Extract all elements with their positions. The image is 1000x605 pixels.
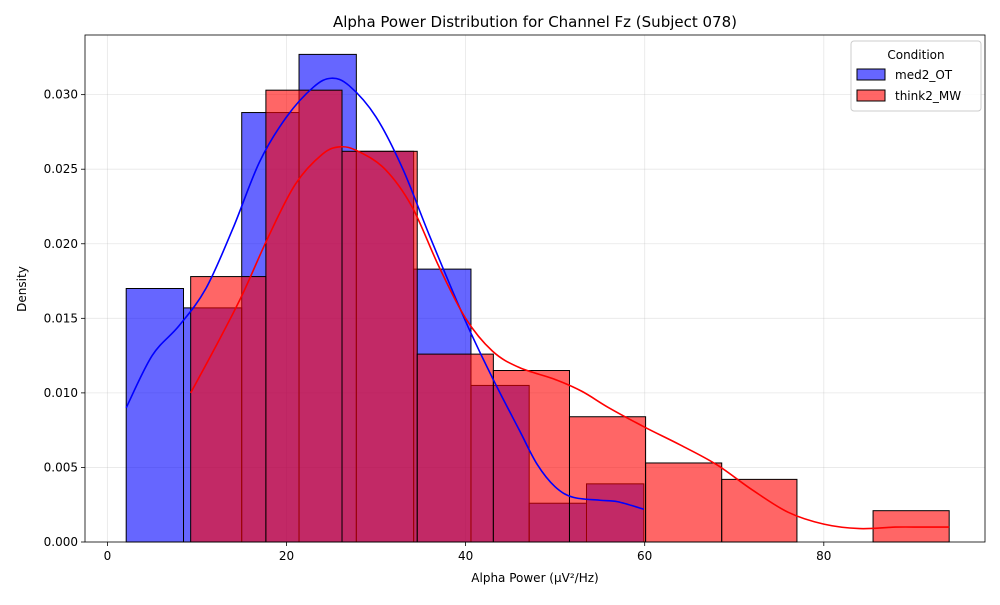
y-tick-label: 0.020 — [44, 237, 78, 251]
histogram-bar-series-2 — [416, 353, 494, 543]
legend-label-series-1: med2_OT — [895, 68, 953, 82]
x-tick-label: 20 — [279, 549, 294, 563]
histogram-bar-series-1 — [125, 288, 185, 543]
legend-swatch-series-1 — [856, 68, 886, 81]
y-tick-label: 0.005 — [44, 460, 78, 474]
y-axis-label: Density — [15, 266, 29, 312]
histogram-bar-series-2 — [568, 416, 647, 543]
y-tick-label: 0.025 — [44, 162, 78, 176]
kde-curve-series-1 — [125, 77, 645, 510]
kde-curve-series-2 — [189, 145, 950, 530]
legend-swatch-series-2 — [856, 89, 886, 102]
plot-area: 0 20 40 60 80 0.000 0.005 0.010 0.015 0.020 0.025 0… — [44, 34, 986, 563]
histogram-bar-series-2 — [341, 150, 418, 543]
y-tick-label: 0.000 — [44, 535, 78, 549]
x-tick-label: 60 — [637, 549, 652, 563]
y-tick-label: 0.010 — [44, 386, 78, 400]
legend-items: med2_OT think2_MW — [856, 68, 961, 103]
chart-title: Alpha Power Distribution for Channel Fz … — [333, 13, 737, 31]
legend-label-series-2: think2_MW — [895, 89, 961, 103]
legend-title: Condition — [887, 48, 944, 62]
axes-frame — [84, 34, 986, 543]
histogram-bar-series-2 — [265, 89, 343, 543]
y-tick-label: 0.015 — [44, 311, 78, 325]
x-tick-label: 40 — [458, 549, 473, 563]
x-axis-label: Alpha Power (μV²/Hz) — [471, 571, 598, 585]
y-tick-label: 0.030 — [44, 88, 78, 102]
x-tick-label: 0 — [104, 549, 112, 563]
histogram-bar-series-2 — [645, 462, 723, 543]
legend: Condition med2_OT think2_MW — [850, 40, 982, 112]
x-tick-label: 80 — [816, 549, 831, 563]
histogram-bar-series-2 — [190, 276, 267, 543]
histogram-bar-series-2 — [492, 370, 570, 543]
